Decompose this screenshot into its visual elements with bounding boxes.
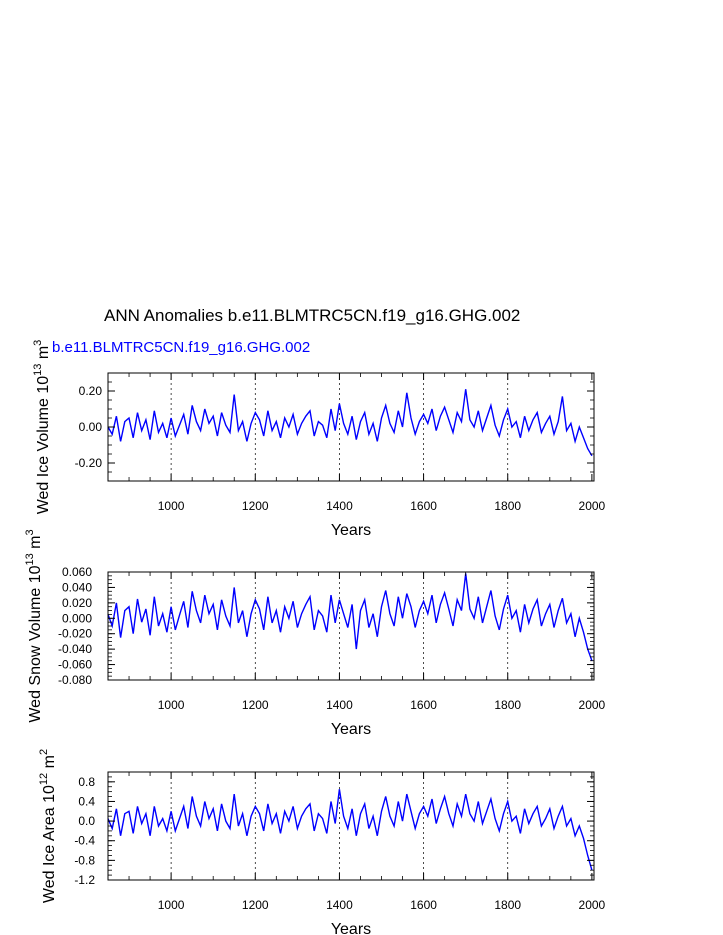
x-tick-label: 1400 [326, 898, 353, 912]
x-tick-label: 2000 [579, 499, 606, 513]
x-tick-label: 1800 [494, 698, 521, 712]
chart-subtitle: b.e11.BLMTRC5CN.f19_g16.GHG.002 [52, 339, 310, 356]
x-tick-label: 1600 [410, 499, 437, 513]
plot-frame [107, 372, 595, 482]
y-tick-label: -0.020 [58, 627, 92, 641]
y-tick-label: 0.0 [78, 814, 95, 828]
y-tick-label: -0.8 [74, 853, 95, 867]
panel-wed-ice-area: 1000 1200 1400 1600 1800 2000 0.8 0.4 0.0 -0.4 -0.… [38, 749, 606, 935]
x-tick-label: 1200 [242, 499, 269, 513]
series-line [107, 389, 593, 457]
y-tick-label: 0.20 [79, 384, 103, 398]
y-tick-label: -0.080 [58, 673, 92, 687]
y-tick-label: -0.060 [58, 658, 92, 672]
y-axis-label: Wed Ice Area 1012 m2 [38, 749, 58, 903]
x-tick-label: 1600 [410, 698, 437, 712]
x-tick-label: 1200 [242, 698, 269, 712]
y-tick-label: -0.4 [74, 834, 95, 848]
x-axis-label: Years [331, 522, 371, 539]
x-tick-label: 1200 [242, 898, 269, 912]
y-tick-label: 0.4 [78, 794, 95, 808]
y-tick-label: -0.20 [75, 456, 103, 470]
x-axis-label: Years [331, 921, 371, 935]
x-tick-label: 1400 [326, 499, 353, 513]
y-tick-label: 0.020 [62, 596, 92, 610]
x-tick-label: 1000 [158, 499, 185, 513]
x-tick-label: 1400 [326, 698, 353, 712]
x-tick-label: 1000 [158, 698, 185, 712]
y-tick-label: -1.2 [74, 873, 95, 887]
chart-title: ANN Anomalies b.e11.BLMTRC5CN.f19_g16.GH… [104, 306, 520, 325]
y-tick-label: 0.040 [62, 580, 92, 594]
y-axis-label: Wed Ice Volume 1013 m3 [32, 340, 52, 515]
y-tick-label: -0.040 [58, 642, 92, 656]
series-line [107, 573, 593, 661]
series-line [107, 789, 593, 871]
panel-wed-ice-volume: 1000 1200 1400 1600 1800 2000 0.20 0.00 -0.20 Yea… [32, 340, 606, 539]
x-axis-label: Years [331, 721, 371, 738]
x-tick-label: 1600 [410, 898, 437, 912]
x-tick-label: 1000 [158, 898, 185, 912]
x-tick-label: 2000 [579, 698, 606, 712]
x-tick-label: 1800 [494, 499, 521, 513]
y-tick-label: 0.000 [62, 611, 92, 625]
y-tick-label: 0.00 [79, 420, 103, 434]
y-axis-label: Wed Snow Volume 1013 m3 [24, 529, 44, 722]
x-tick-label: 2000 [579, 898, 606, 912]
y-tick-label: 0.060 [62, 565, 92, 579]
x-tick-label: 1800 [494, 898, 521, 912]
y-tick-label: 0.8 [78, 775, 95, 789]
